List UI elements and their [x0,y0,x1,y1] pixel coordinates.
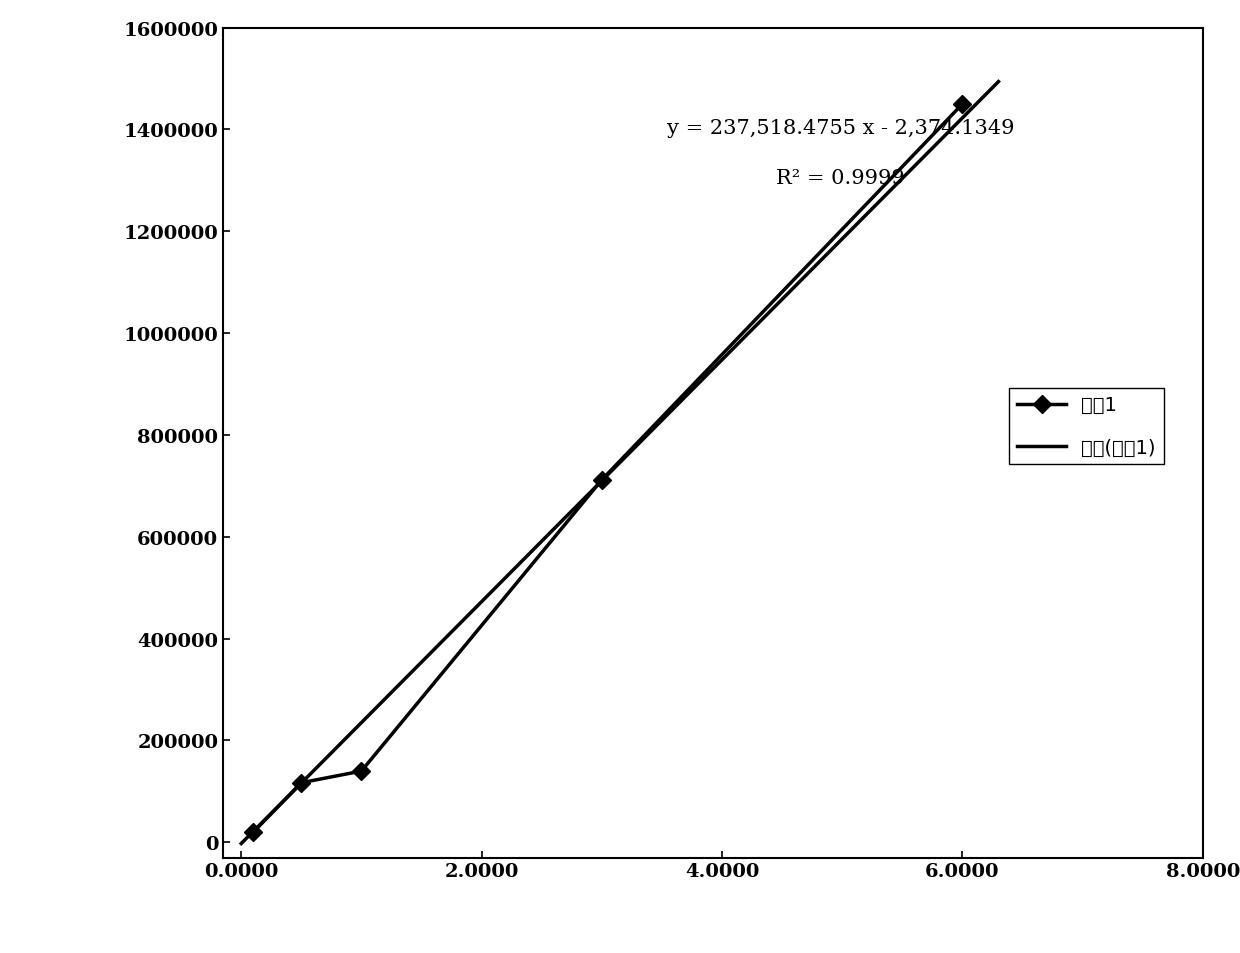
系列1 [594,475,609,486]
线性(系列1) [237,836,252,847]
线性(系列1) [682,387,697,398]
系列1 [955,99,970,111]
系列1 [294,778,309,789]
线性(系列1) [234,838,249,849]
Legend: 系列1, 线性(系列1): 系列1, 线性(系列1) [1009,388,1163,465]
线性(系列1) [991,77,1006,89]
线性(系列1) [697,372,712,383]
线性(系列1) [684,385,699,396]
系列1 [246,826,260,838]
Text: R² = 0.9999: R² = 0.9999 [776,169,905,188]
Line: 系列1: 系列1 [247,99,968,839]
线性(系列1) [872,196,887,208]
系列1 [353,765,368,777]
Text: y = 237,518.4755 x - 2,374.1349: y = 237,518.4755 x - 2,374.1349 [667,118,1014,137]
线性(系列1) [920,148,935,159]
Line: 线性(系列1): 线性(系列1) [242,83,998,843]
